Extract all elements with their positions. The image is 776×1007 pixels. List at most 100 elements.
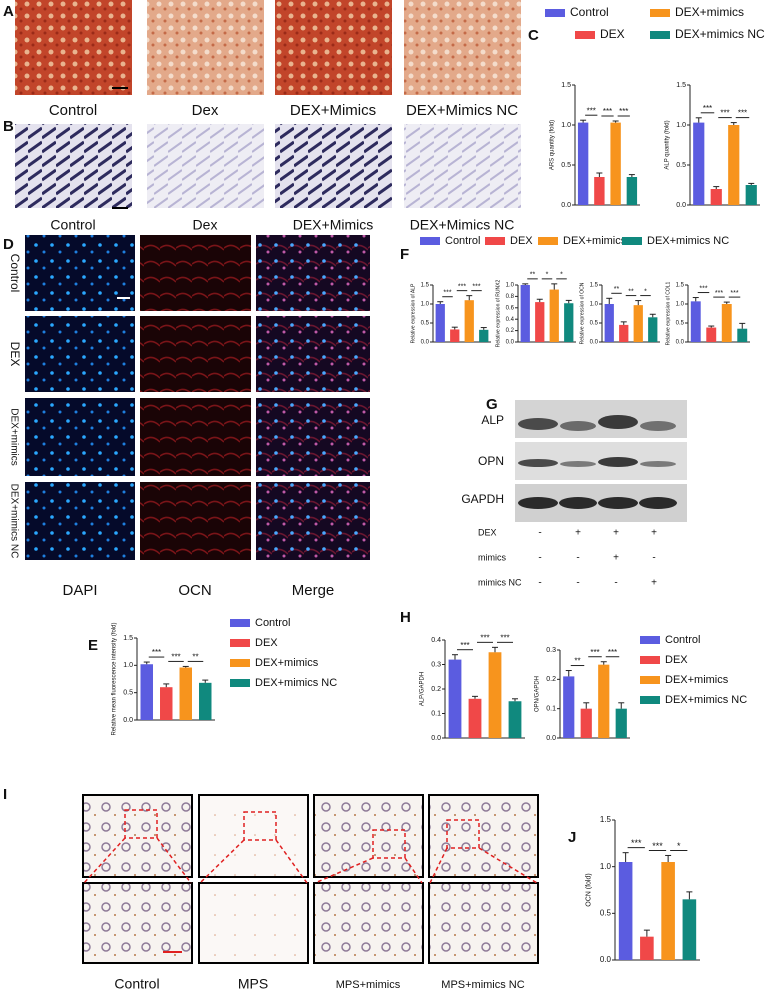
- y-tick-label: 1.0: [123, 662, 133, 669]
- panel-letter: I: [3, 786, 7, 803]
- row-label: DEX: [8, 342, 22, 367]
- y-tick-label: 0.1: [546, 706, 556, 713]
- fluorescence-grid: [25, 235, 370, 560]
- panel-letter: B: [3, 118, 14, 135]
- legend-swatch: [622, 237, 642, 245]
- image-label: Control: [114, 976, 159, 992]
- bar: [640, 936, 654, 960]
- bar: [728, 125, 740, 205]
- panel-letter: E: [88, 637, 98, 654]
- y-tick-label: 0.2: [431, 686, 441, 693]
- bar: [435, 304, 445, 342]
- y-tick-label: 0.3: [431, 661, 441, 668]
- significance-label: ***: [608, 648, 617, 657]
- y-tick-label: 0.0: [676, 340, 685, 346]
- y-tick-label: 0.0: [600, 955, 612, 964]
- legend-swatch: [230, 679, 250, 687]
- significance-label: ***: [472, 283, 480, 290]
- y-axis-label: OCN (fold): [585, 873, 592, 906]
- legend-label: Control: [665, 634, 700, 646]
- legend-swatch: [230, 659, 250, 667]
- significance-label: ***: [480, 633, 489, 642]
- treatment-sign: -: [538, 553, 541, 564]
- image: [275, 0, 392, 95]
- treatment-sign: -: [652, 553, 655, 564]
- image-label: DEX+Mimics NC: [410, 217, 515, 233]
- y-axis-label: ALP quantity (fold): [664, 120, 670, 169]
- y-tick-label: 1.5: [676, 82, 686, 89]
- y-tick-label: 1.5: [676, 283, 685, 289]
- bar: [615, 708, 627, 738]
- legend-label: DEX+mimics: [563, 235, 627, 247]
- y-axis-label: Relative expression of RUNX2: [496, 280, 502, 348]
- legend-label: DEX+mimics NC: [647, 235, 729, 247]
- image: [15, 124, 132, 208]
- significance-label: ***: [652, 841, 663, 851]
- y-tick-label: 1.0: [676, 122, 686, 129]
- y-tick-label: 1.0: [676, 302, 685, 308]
- bar: [577, 122, 589, 205]
- y-tick-label: 0.2: [546, 676, 556, 683]
- legend-label: DEX+mimics NC: [675, 27, 765, 41]
- treatment-sign: +: [613, 553, 619, 564]
- legend-label: DEX+mimics: [255, 657, 319, 669]
- y-tick-label: 1.0: [421, 302, 430, 308]
- band-label: GAPDH: [461, 492, 504, 506]
- y-tick-label: 0.5: [590, 321, 599, 327]
- y-tick-label: 0.0: [561, 202, 571, 209]
- image-label: Dex: [193, 217, 218, 233]
- treatment-sign: +: [651, 578, 657, 589]
- panel-letter: C: [528, 27, 539, 44]
- images: [15, 0, 687, 964]
- legend-swatch: [420, 237, 440, 245]
- y-tick-label: 0.0: [590, 340, 599, 346]
- legend-swatch: [538, 237, 558, 245]
- bar: [682, 899, 697, 960]
- treatment-sign: +: [613, 528, 619, 539]
- legend-swatch: [485, 237, 505, 245]
- image: [404, 124, 521, 208]
- column-label: Merge: [292, 582, 335, 599]
- significance-label: **: [614, 286, 620, 293]
- image-label: DEX+Mimics: [293, 217, 374, 233]
- bar: [448, 659, 462, 738]
- bar: [160, 687, 173, 720]
- bar: [626, 177, 638, 205]
- y-tick-label: 0.6: [506, 305, 515, 311]
- legend-swatch: [545, 9, 565, 17]
- legend-label: DEX: [600, 27, 625, 41]
- y-axis-label: Relative expression of ALP: [411, 283, 417, 343]
- row-label: DEX+mimics NC: [8, 484, 19, 559]
- panel-letter: G: [486, 396, 498, 413]
- y-tick-label: 0.0: [506, 340, 515, 346]
- bar: [564, 303, 574, 342]
- legend-swatch: [230, 639, 250, 647]
- bar: [535, 302, 545, 342]
- treatment-sign: -: [538, 578, 541, 589]
- y-tick-label: 1.0: [561, 122, 571, 129]
- significance-label: *: [560, 272, 563, 279]
- significance-label: ***: [152, 648, 161, 657]
- bar: [619, 324, 629, 342]
- significance-label: ***: [587, 106, 596, 115]
- bar: [563, 676, 575, 738]
- y-tick-label: 0.0: [421, 340, 430, 346]
- significance-label: ***: [458, 283, 466, 290]
- image-label: DEX+Mimics: [290, 102, 376, 119]
- legend-swatch: [650, 9, 670, 17]
- image-label: DEX+Mimics NC: [406, 102, 518, 119]
- y-tick-label: 0.3: [546, 647, 556, 654]
- y-tick-label: 1.0: [600, 862, 612, 871]
- bar: [598, 664, 610, 738]
- panel-letter: D: [3, 236, 14, 253]
- bar: [468, 698, 482, 738]
- legend-label: DEX+mimics NC: [665, 694, 747, 706]
- treatment-sign: -: [538, 528, 541, 539]
- image-label: MPS: [238, 976, 268, 992]
- y-tick-label: 0.2: [506, 328, 515, 334]
- significance-label: ***: [171, 653, 180, 662]
- legend-label: DEX: [510, 235, 533, 247]
- y-tick-label: 0.0: [123, 717, 133, 724]
- y-tick-label: 0.0: [546, 735, 556, 742]
- y-tick-label: 0.5: [123, 690, 133, 697]
